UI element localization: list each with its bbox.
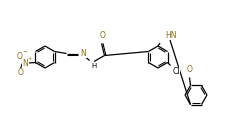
Text: N: N — [81, 49, 86, 58]
Text: O: O — [187, 66, 192, 74]
Text: N: N — [23, 58, 28, 68]
Text: H: H — [91, 62, 97, 68]
Text: O: O — [17, 52, 22, 61]
Text: −: − — [22, 48, 27, 54]
Text: O: O — [100, 32, 106, 40]
Text: HN: HN — [165, 31, 176, 40]
Text: +: + — [27, 56, 32, 61]
Text: O: O — [18, 68, 23, 77]
Text: Cl: Cl — [173, 68, 180, 76]
